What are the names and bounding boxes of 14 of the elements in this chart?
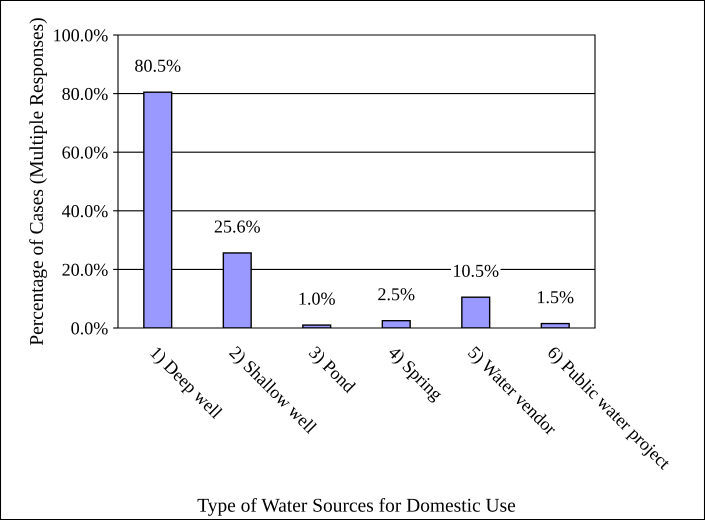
data-label: 25.6% [214,220,260,233]
y-tick-label: 80.0% [62,88,108,100]
y-tick-label: 60.0% [62,146,108,159]
data-label: 1.5% [538,291,574,304]
data-label: 80.5% [135,60,180,72]
data-label: 2.5% [378,288,414,300]
y-tick-label: 40.0% [62,205,108,218]
y-axis-title: Percentage of Cases (Multiple Responses) [29,18,48,346]
y-tick-label: 20.0% [62,264,108,276]
x-axis-title: Type of Water Sources for Domestic Use [198,498,516,516]
y-tick-label: 100.0% [54,29,108,42]
data-label: 1.0% [300,292,335,305]
y-tick-label: 0.0% [71,322,108,335]
data-label: 10.5% [454,264,498,277]
